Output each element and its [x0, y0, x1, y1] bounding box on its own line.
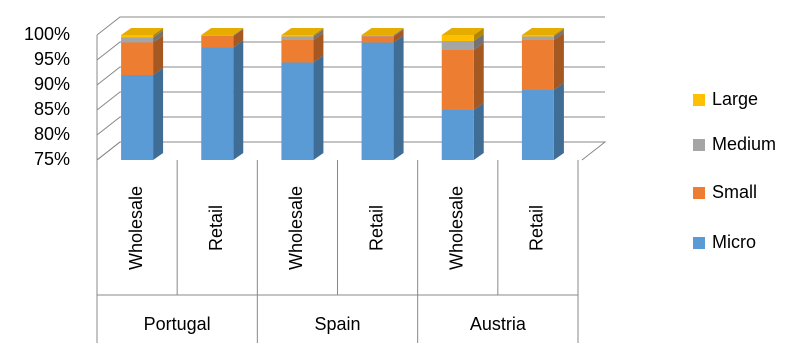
bar — [521, 35, 554, 37]
bar-side — [153, 35, 164, 75]
bar-side — [313, 33, 324, 63]
bar-side — [233, 28, 244, 36]
bar — [281, 35, 314, 37]
group-label: Spain — [314, 314, 360, 334]
y-tick-label: 95% — [34, 49, 70, 69]
legend-label: Medium — [712, 134, 776, 154]
bar — [121, 42, 154, 75]
bar-side — [553, 83, 564, 160]
y-tick-label: 90% — [34, 74, 70, 94]
bar-side — [553, 29, 564, 40]
x-tick-label: Wholesale — [286, 186, 306, 270]
bar — [521, 36, 554, 40]
y-tick-label: 100% — [24, 24, 70, 44]
bar — [361, 42, 394, 160]
bars — [121, 28, 564, 160]
group-label: Portugal — [144, 314, 211, 334]
bar-top — [281, 28, 324, 35]
bar-side — [393, 28, 404, 36]
bar-side — [473, 28, 484, 41]
bar-top — [521, 28, 564, 35]
legend-swatch — [693, 187, 705, 199]
bar-side — [553, 28, 564, 37]
legend-swatch — [693, 94, 705, 106]
bar — [441, 35, 474, 41]
bar-side — [233, 29, 244, 48]
bar — [121, 37, 154, 43]
bar-side — [153, 30, 164, 43]
bar-side — [393, 35, 404, 160]
bar — [201, 36, 234, 48]
bar — [521, 40, 554, 90]
x-tick-label: Wholesale — [126, 186, 146, 270]
y-tick-label: 75% — [34, 149, 70, 169]
bar — [281, 36, 314, 40]
bar-side — [233, 28, 244, 36]
bar — [281, 62, 314, 160]
bar — [361, 36, 394, 43]
bar — [361, 35, 394, 36]
legend-label: Large — [712, 89, 758, 109]
bar — [441, 110, 474, 160]
x-tick-label: Retail — [206, 205, 226, 251]
legend-label: Small — [712, 182, 757, 202]
bar-side — [313, 28, 324, 37]
bar-side — [473, 103, 484, 160]
bar-top — [201, 28, 244, 35]
bar-side — [553, 33, 564, 90]
bar — [361, 35, 394, 37]
bar — [281, 40, 314, 63]
bar-side — [393, 29, 404, 43]
x-tick-label: Retail — [366, 205, 386, 251]
legend-label: Micro — [712, 232, 756, 252]
grid-line — [96, 16, 605, 36]
bar — [121, 75, 154, 160]
x-tick-label: Retail — [527, 205, 547, 251]
bar-top — [361, 28, 404, 35]
legend-swatch — [693, 237, 705, 249]
bar-top — [121, 28, 164, 35]
bar — [121, 35, 154, 38]
bar — [201, 35, 234, 36]
bar — [521, 90, 554, 160]
y-tick-label: 80% — [34, 124, 70, 144]
bar — [441, 41, 474, 50]
legend-swatch — [693, 139, 705, 151]
bar — [441, 50, 474, 110]
bar-top — [441, 28, 484, 35]
bar — [201, 35, 234, 36]
bar-side — [393, 28, 404, 37]
y-tick-label: 85% — [34, 99, 70, 119]
bar-side — [153, 68, 164, 160]
bar-side — [233, 40, 244, 160]
bar-side — [473, 43, 484, 110]
bar-side — [313, 29, 324, 40]
bar-side — [153, 28, 164, 38]
bar-side — [473, 34, 484, 50]
bar-side — [313, 55, 324, 160]
bar — [201, 47, 234, 160]
group-label: Austria — [470, 314, 527, 334]
x-tick-label: Wholesale — [447, 186, 467, 270]
